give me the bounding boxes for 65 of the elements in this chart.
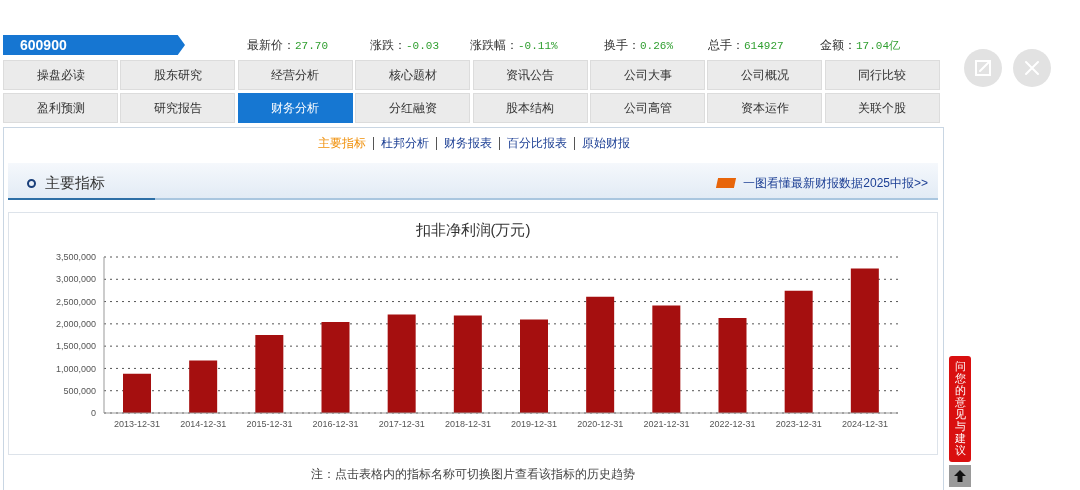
text: 资本运作 (740, 99, 789, 117)
x-tick-label: 2024-12-31 (841, 419, 888, 430)
bar (189, 360, 218, 413)
text: 涨跌幅：-0.11% (470, 38, 558, 52)
text: 盈利预测 (36, 99, 85, 117)
bar (321, 322, 350, 413)
bar (586, 296, 615, 413)
bar (123, 373, 151, 413)
text: 杜邦分析 (380, 136, 429, 150)
y-tick-label: 1,000,000 (55, 363, 96, 374)
bar (784, 290, 813, 413)
x-tick-label: 2015-12-31 (246, 419, 293, 430)
text: 股本结构 (506, 99, 555, 117)
text: 研究报告 (153, 99, 202, 117)
text: 主要指标 (317, 136, 366, 150)
y-tick-label: 3,000,000 (55, 274, 96, 285)
bar (718, 318, 747, 413)
y-tick-label: 2,500,000 (55, 296, 96, 307)
text: 一图看懂最新财报数据2025中报>> (743, 176, 928, 190)
text: 换手：0.26% (604, 38, 674, 52)
text: 总手：614927 (708, 38, 784, 52)
x-tick-label: 2018-12-31 (444, 419, 491, 430)
text: 主要指标 (45, 174, 105, 191)
feedback-button: 问您的意见与建议 (949, 356, 971, 462)
text: 分红融资 (388, 99, 437, 117)
text: 关联个股 (858, 99, 907, 117)
x-tick-label: 2019-12-31 (511, 419, 558, 430)
x-tick-label: 2016-12-31 (312, 419, 359, 430)
text: 注：点击表格内的指标名称可切换图片查看该指标的历史趋势 (311, 467, 635, 481)
text: 金额：17.04亿 (820, 38, 901, 52)
bar (652, 305, 681, 413)
text: 公司高管 (623, 99, 672, 117)
text: 最新价：27.70 (247, 38, 329, 52)
bar (850, 268, 879, 413)
x-tick-label: 2013-12-31 (114, 419, 161, 430)
text: 涨跌：-0.03 (370, 38, 440, 52)
text: 600900 (20, 37, 67, 53)
x-tick-label: 2014-12-31 (180, 419, 227, 430)
chart-title: 扣非净利润(万元) (415, 221, 531, 238)
text: 资讯公告 (506, 66, 555, 84)
text: 原始财报 (581, 136, 630, 150)
x-tick-label: 2021-12-31 (643, 419, 690, 430)
bar (453, 315, 482, 413)
text: 财务分析 (271, 99, 320, 117)
text: 百分比报表 (506, 136, 567, 150)
text: 财务报表 (443, 136, 492, 150)
x-tick-label: 2020-12-31 (577, 419, 624, 430)
y-tick-label: 0 (90, 408, 96, 419)
bar (387, 314, 416, 413)
y-tick-label: 1,500,000 (55, 341, 96, 352)
y-tick-label: 2,000,000 (55, 319, 96, 330)
text: 同行比较 (858, 66, 907, 84)
text: 股东研究 (153, 66, 202, 84)
text: 操盘必读 (36, 66, 85, 84)
x-tick-label: 2022-12-31 (709, 419, 756, 430)
text: 公司大事 (623, 66, 672, 84)
bar (255, 335, 284, 413)
x-tick-label: 2023-12-31 (775, 419, 822, 430)
text: 核心题材 (388, 66, 437, 84)
text: 公司概况 (740, 66, 789, 84)
y-tick-label: 500,000 (63, 385, 96, 396)
bar (520, 319, 548, 413)
y-tick-label: 3,500,000 (55, 252, 96, 263)
text: 经营分析 (271, 66, 320, 84)
x-tick-label: 2017-12-31 (378, 419, 425, 430)
